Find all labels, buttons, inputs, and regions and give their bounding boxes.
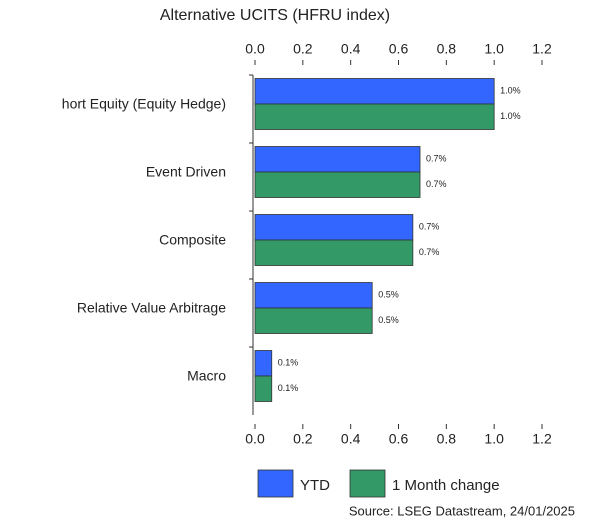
value-label: 0.7% bbox=[419, 247, 440, 257]
value-label: 0.7% bbox=[426, 179, 447, 189]
bar bbox=[254, 103, 495, 130]
x-tick-label-top: 0.0 bbox=[245, 41, 265, 57]
value-label: 0.7% bbox=[419, 222, 440, 232]
bar bbox=[254, 171, 421, 198]
category-label: Event Driven bbox=[146, 164, 226, 180]
bar bbox=[254, 78, 495, 105]
x-tick-label-top: 0.2 bbox=[293, 41, 313, 57]
bar bbox=[254, 350, 273, 377]
category-label: Macro bbox=[187, 368, 226, 384]
x-tick-label-bottom: 0.2 bbox=[293, 431, 313, 447]
value-label: 0.5% bbox=[378, 290, 399, 300]
value-label: 0.5% bbox=[378, 315, 399, 325]
value-label: 0.7% bbox=[426, 154, 447, 164]
bar bbox=[254, 282, 373, 309]
category-label: hort Equity (Equity Hedge) bbox=[62, 96, 226, 112]
bar bbox=[254, 239, 414, 266]
x-tick-label-top: 1.0 bbox=[484, 41, 504, 57]
x-tick-label-bottom: 0.6 bbox=[389, 431, 409, 447]
category-label: Composite bbox=[159, 232, 226, 248]
x-tick-label-top: 0.6 bbox=[389, 41, 409, 57]
value-label: 1.0% bbox=[500, 86, 521, 96]
legend-swatch bbox=[257, 469, 294, 498]
legend-label: YTD bbox=[300, 477, 330, 494]
x-tick-label-top: 0.4 bbox=[341, 41, 361, 57]
value-label: 0.1% bbox=[278, 383, 299, 393]
x-tick-label-bottom: 0.8 bbox=[437, 431, 457, 447]
bar bbox=[254, 214, 414, 241]
legend-swatch bbox=[349, 469, 386, 498]
bar bbox=[254, 146, 421, 173]
x-tick-label-bottom: 0.0 bbox=[245, 431, 265, 447]
source: Source: LSEG Datastream, 24/01/2025 bbox=[349, 503, 575, 518]
category-label: Relative Value Arbitrage bbox=[77, 300, 226, 316]
bar bbox=[254, 307, 373, 334]
legend-label: 1 Month change bbox=[392, 477, 500, 494]
x-tick-label-bottom: 0.4 bbox=[341, 431, 361, 447]
x-tick-label-bottom: 1.2 bbox=[532, 431, 552, 447]
value-label: 1.0% bbox=[500, 111, 521, 121]
x-tick-label-top: 0.8 bbox=[437, 41, 457, 57]
chart-title: Alternative UCITS (HFRU index) bbox=[160, 7, 390, 24]
x-tick-label-top: 1.2 bbox=[532, 41, 552, 57]
value-label: 0.1% bbox=[278, 358, 299, 368]
x-tick-label-bottom: 1.0 bbox=[484, 431, 504, 447]
bar bbox=[254, 375, 273, 402]
